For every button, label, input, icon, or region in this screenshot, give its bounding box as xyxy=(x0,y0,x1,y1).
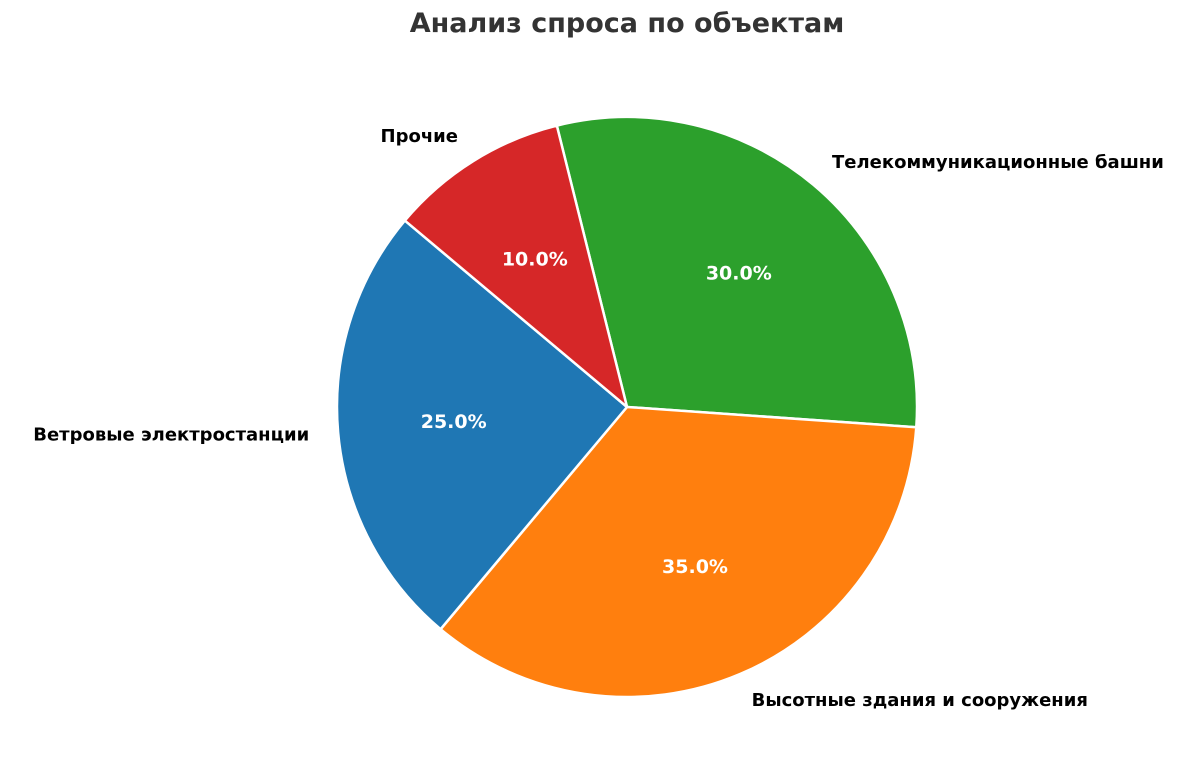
pie-percent-label-1: 35.0% xyxy=(662,556,728,578)
pie-slice-3 xyxy=(403,124,629,409)
pie-percent-label-3: 10.0% xyxy=(502,248,568,270)
chart-title: Анализ спроса по объектам xyxy=(409,8,845,39)
pie-percent-labels: 30.0% 35.0% 25.0% 10.0% xyxy=(421,248,772,578)
pie-slice-1 xyxy=(439,405,918,699)
pie-category-label-2: Ветровые электростанции xyxy=(33,424,309,445)
pie-category-label-3: Прочие xyxy=(381,126,459,147)
pie-slice-0 xyxy=(555,115,919,429)
pie-category-label-1: Высотные здания и сооружения xyxy=(752,690,1088,711)
pie-category-labels: Телекоммуникационные башни Высотные здани… xyxy=(33,126,1164,711)
pie-category-label-0: Телекоммуникационные башни xyxy=(832,152,1164,173)
pie-wedges xyxy=(335,115,919,699)
pie-percent-label-0: 30.0% xyxy=(706,263,772,285)
pie-slice-2 xyxy=(335,219,629,631)
pie-percent-label-2: 25.0% xyxy=(421,411,487,433)
